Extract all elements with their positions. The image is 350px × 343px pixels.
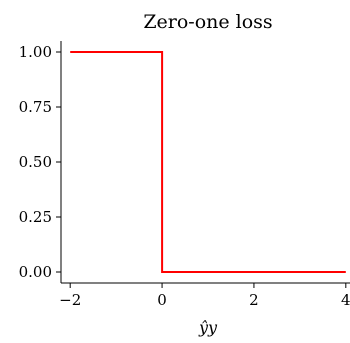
y-tick-label: 0.50 — [19, 153, 52, 171]
zero-one-loss-line — [70, 51, 346, 273]
chart-title: Zero-one loss — [143, 11, 272, 33]
x-tick-label: −2 — [59, 291, 81, 309]
y-tick-label: 0.00 — [19, 263, 52, 281]
x-axis-ticks: −2 0 2 4 — [59, 283, 350, 309]
x-axis-label: ŷy — [198, 318, 218, 337]
y-tick-label: 0.75 — [19, 98, 52, 116]
plot-area — [60, 41, 350, 284]
y-tick-label: 1.00 — [19, 43, 52, 61]
x-tick-label: 4 — [341, 291, 350, 309]
series-group — [70, 51, 346, 273]
x-tick-label: 0 — [157, 291, 167, 309]
x-tick-label: 2 — [249, 291, 259, 309]
y-tick-label: 0.25 — [19, 208, 52, 226]
y-axis-ticks: 0.00 0.25 0.50 0.75 1.00 — [19, 43, 61, 281]
